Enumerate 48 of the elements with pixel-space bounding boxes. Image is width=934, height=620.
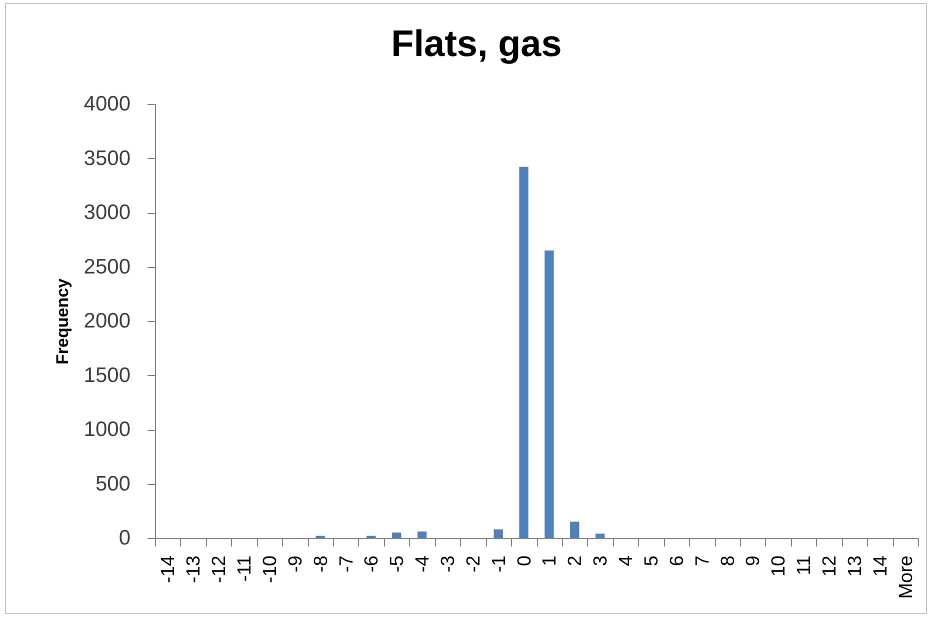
bar: [417, 531, 427, 538]
x-tick-label: 2: [565, 556, 586, 566]
bar: [519, 166, 528, 538]
y-tick-label: 500: [95, 472, 130, 496]
x-tick-label: -8: [310, 556, 332, 572]
y-tick-label: 4000: [84, 92, 130, 116]
x-tick-label: -7: [336, 556, 358, 572]
y-tick-label: 1500: [84, 364, 130, 387]
x-tick-label: 14: [870, 555, 892, 577]
x-tick-label: More: [896, 556, 917, 599]
y-tick-label: 3500: [84, 146, 130, 170]
y-tick-label: 0: [118, 526, 130, 550]
x-tick-label: -6: [362, 556, 383, 572]
x-tick-label: -14: [158, 555, 180, 583]
x-tick-label: -2: [463, 556, 484, 572]
bar: [596, 534, 605, 538]
x-tick-label: -13: [184, 556, 205, 583]
x-tick-label: -12: [209, 556, 230, 583]
bar: [494, 529, 503, 538]
x-tick-label: 1: [540, 556, 561, 566]
bar: [570, 522, 580, 538]
x-tick-label: 9: [743, 556, 764, 566]
x-tick-label: -9: [285, 556, 306, 572]
y-tick-label: 3000: [84, 201, 130, 224]
x-tick-label: 12: [819, 556, 840, 577]
x-tick-label: 8: [718, 556, 739, 566]
x-tick-label: 4: [616, 555, 638, 566]
y-axis-title: Frequency: [52, 278, 72, 364]
x-tick-label: -3: [438, 556, 459, 572]
x-tick-label: -11: [234, 556, 256, 582]
x-tick-label: -10: [260, 556, 281, 583]
bar: [392, 532, 402, 538]
x-tick-label: 10: [768, 556, 790, 577]
x-tick-label: 5: [641, 556, 662, 566]
x-tick-label: -4: [412, 555, 434, 572]
x-tick-label: -1: [488, 556, 510, 572]
x-tick-label: 0: [514, 556, 536, 566]
x-tick-label: 13: [844, 556, 866, 577]
y-tick-label: 2500: [84, 255, 130, 278]
bar: [544, 250, 554, 538]
x-tick-label: 11: [794, 556, 816, 576]
x-tick-label: 7: [692, 556, 714, 566]
x-tick-label: 6: [666, 556, 688, 566]
y-tick-label: 2000: [84, 310, 130, 332]
y-tick-label: 1000: [84, 418, 130, 441]
x-tick-label: 3: [590, 556, 612, 566]
x-tick-label: -5: [387, 556, 408, 572]
chart-title: Flats, gas: [391, 23, 562, 64]
